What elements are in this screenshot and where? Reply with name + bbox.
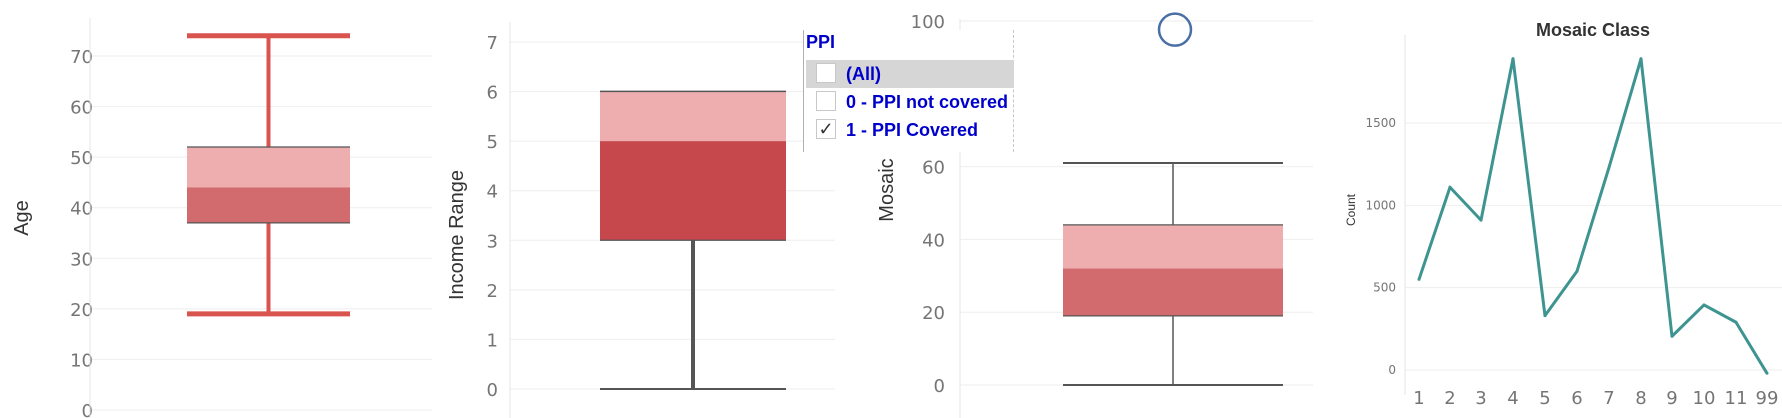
filter-option-ppi-not-covered[interactable]: 0 - PPI not covered (806, 88, 1014, 116)
checkbox[interactable] (816, 91, 836, 111)
data-point (1417, 277, 1421, 281)
outlier-point (1157, 12, 1193, 47)
x-tick-label: 9 (1666, 388, 1677, 409)
x-tick-label: 2 (1444, 388, 1455, 409)
y-axis-title: Mosaic (876, 158, 898, 221)
y-tick-label: 1 (487, 330, 498, 351)
ppi-filter-title: PPI (806, 32, 836, 52)
filter-option-label: (All) (846, 64, 881, 84)
checkbox[interactable]: ✓ (816, 119, 836, 139)
y-tick-label: 0 (487, 380, 498, 401)
y-tick-label: 60 (922, 158, 945, 179)
x-tick-label: 1 (1413, 388, 1424, 409)
y-tick-label: 100 (911, 12, 945, 33)
y-tick-label: 50 (70, 148, 93, 169)
data-point (1607, 165, 1611, 169)
y-tick-label: 40 (922, 230, 945, 251)
x-tick-label: 10 (1693, 388, 1716, 409)
data-point (1734, 320, 1738, 324)
data-point (1448, 185, 1452, 189)
y-tick-label: 10 (70, 350, 93, 371)
x-tick-label: 7 (1603, 388, 1614, 409)
y-tick-label: 6 (487, 83, 498, 104)
x-tick-label: 8 (1635, 388, 1646, 409)
y-tick-label: 7 (487, 33, 498, 54)
x-tick-label: 4 (1507, 388, 1518, 409)
y-axis-title: Age (11, 200, 33, 236)
y-tick-label: 1500 (1365, 116, 1396, 130)
y-tick-label: 500 (1373, 281, 1396, 295)
y-tick-label: 20 (922, 303, 945, 324)
upper-box (187, 147, 350, 188)
data-point (1670, 334, 1674, 338)
data-point (1765, 371, 1769, 375)
filter-option-label: 0 - PPI not covered (846, 92, 1009, 112)
y-axis-title: Income Range (446, 170, 468, 300)
y-tick-label: 0 (1388, 363, 1396, 377)
series-line (1417, 57, 1769, 375)
upper-box (1063, 224, 1283, 269)
y-tick-label: 0 (82, 401, 93, 418)
y-tick-label: 20 (70, 300, 93, 321)
filter-option-label: 1 - PPI Covered (846, 120, 979, 140)
lower-box (600, 141, 786, 241)
x-tick-label: 3 (1475, 388, 1486, 409)
lower-box (1063, 268, 1283, 316)
y-tick-label: 60 (70, 98, 93, 119)
y-tick-label: 40 (70, 199, 93, 220)
filter-option-ppi-covered[interactable]: ✓ 1 - PPI Covered (806, 116, 1014, 144)
x-tick-label: 99 (1756, 388, 1779, 409)
y-tick-label: 3 (487, 231, 498, 252)
y-tick-label: 2 (487, 281, 498, 302)
y-axis-title: Count (1344, 193, 1358, 226)
upper-box (600, 91, 786, 142)
filter-option-all[interactable]: (All) (806, 60, 1014, 88)
lower-box (187, 187, 350, 223)
y-tick-label: 5 (487, 132, 498, 153)
y-tick-label: 1000 (1365, 198, 1396, 212)
filter-divider (1013, 30, 1014, 152)
chart-title: Mosaic Class (1536, 20, 1650, 40)
data-point (1511, 57, 1515, 61)
y-tick-label: 30 (70, 249, 93, 270)
data-point (1575, 269, 1579, 273)
x-tick-label: 5 (1539, 388, 1550, 409)
y-tick-label: 70 (70, 47, 93, 68)
y-tick-label: 0 (934, 376, 945, 397)
checkbox[interactable] (816, 63, 836, 83)
data-point (1702, 303, 1706, 307)
y-tick-label: 4 (487, 182, 498, 203)
data-point (1639, 57, 1643, 61)
data-point (1479, 218, 1483, 222)
data-point (1543, 314, 1547, 318)
ppi-filter-card: PPI (All) 0 - PPI not covered ✓ 1 - PPI … (803, 30, 1014, 152)
x-tick-label: 6 (1571, 388, 1582, 409)
x-tick-label: 11 (1725, 388, 1748, 409)
